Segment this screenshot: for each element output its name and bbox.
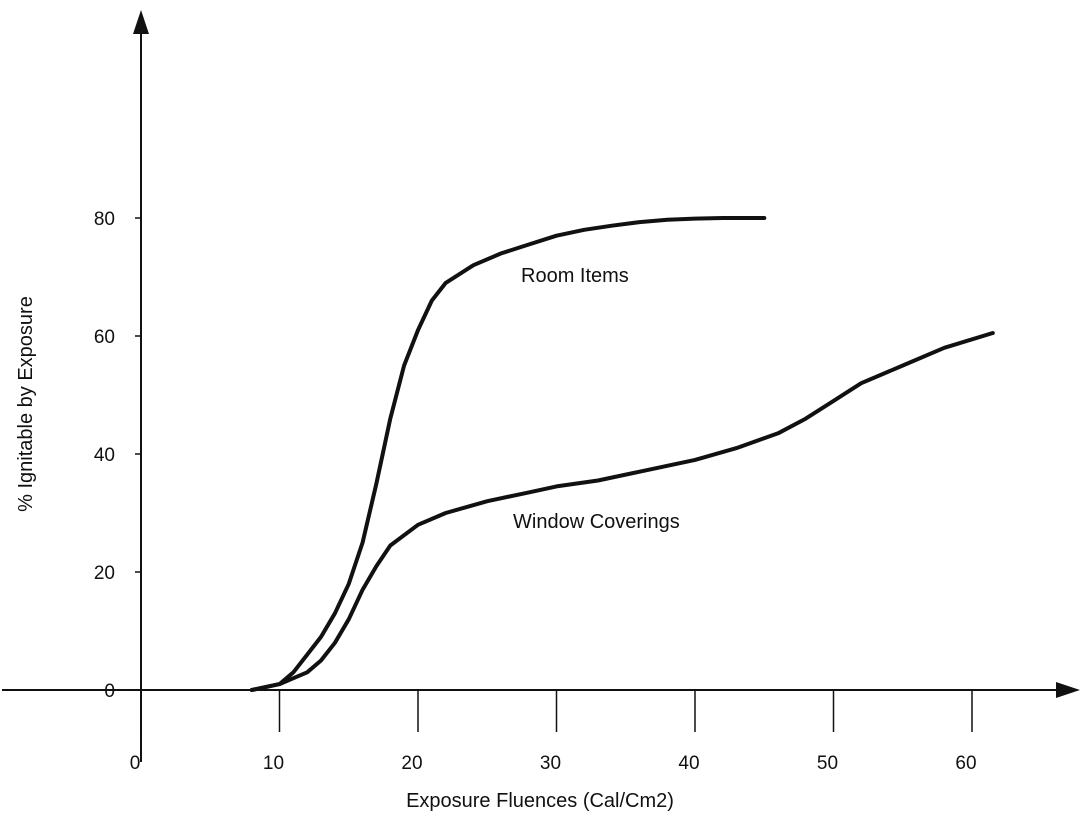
x-tick-label: 10 — [263, 753, 284, 774]
axes — [2, 10, 1080, 762]
y-axis-title: % Ignitable by Exposure — [15, 296, 37, 512]
series-label-window-coverings: Window Coverings — [513, 511, 680, 533]
x-axis-arrow — [1056, 682, 1080, 698]
y-tick-label: 20 — [94, 563, 115, 584]
y-tick-label: 80 — [94, 209, 115, 230]
y-axis-arrow — [133, 10, 149, 34]
x-tick-label: 30 — [540, 753, 561, 774]
series-lines — [249, 216, 995, 692]
ticks: 0 10 20 30 40 50 60 0 20 40 60 80 — [94, 209, 977, 774]
series-label-room-items: Room Items — [521, 265, 629, 287]
x-axis-title: Exposure Fluences (Cal/Cm2) — [406, 790, 674, 812]
x-tick-label: 0 — [130, 753, 141, 774]
x-tick-label: 20 — [401, 753, 422, 774]
series-line-window-coverings — [249, 331, 995, 692]
x-tick-label: 50 — [817, 753, 838, 774]
y-tick-label: 40 — [94, 445, 115, 466]
x-tick-label: 40 — [678, 753, 699, 774]
x-tick-label: 60 — [955, 753, 976, 774]
series-line-room-items — [249, 216, 767, 692]
y-tick-label: 60 — [94, 327, 115, 348]
y-tick-label: 0 — [104, 681, 115, 702]
